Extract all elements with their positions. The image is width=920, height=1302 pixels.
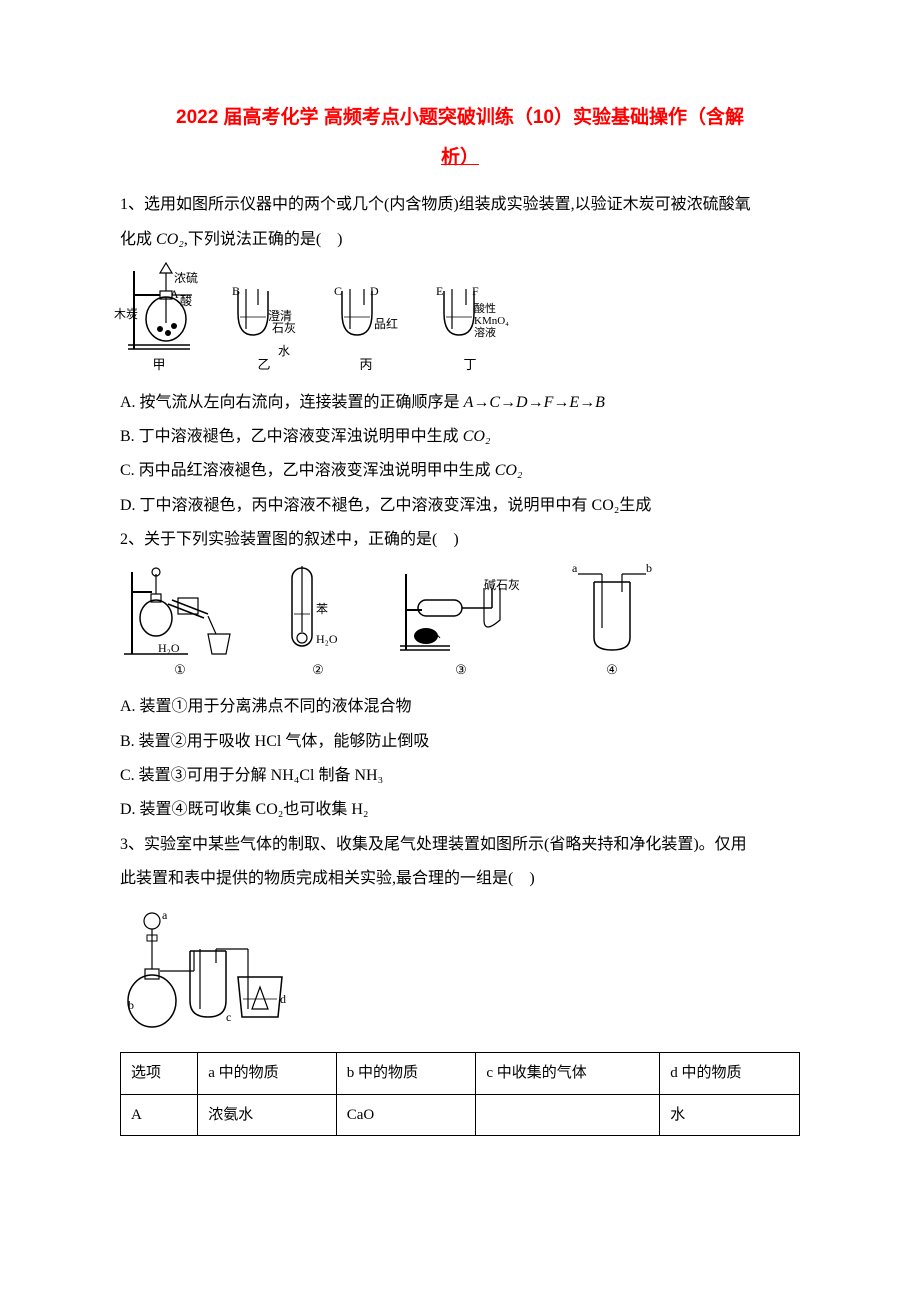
q3-stem-2: 此装置和表中提供的物质完成相关实验,最合理的一组是( ): [120, 864, 800, 894]
th-b: b 中的物质: [336, 1053, 476, 1095]
svg-text:b: b: [646, 562, 652, 575]
svg-text:c: c: [226, 1010, 231, 1024]
q2-label-3: ③: [396, 658, 526, 683]
q1-opt-a: A. 按气流从左向右流向，连接装置的正确顺序是 A→C→D→F→E→B: [120, 388, 800, 418]
td-a: 浓氨水: [198, 1094, 336, 1136]
q2-label-1: ①: [120, 658, 240, 683]
svg-text:B: B: [232, 285, 240, 298]
q2-opt-b: B. 装置②用于吸收 HCl 气体，能够防止倒吸: [120, 727, 800, 757]
q1-diagram-bing: C D 品红 丙: [330, 285, 402, 378]
q1-stem-1: 1、选用如图所示仪器中的两个或几个(内含物质)组装成实验装置,以验证木炭可被浓硫…: [120, 190, 800, 220]
svg-text:d: d: [280, 992, 286, 1006]
q1-stem-2: 化成 CO₂,下列说法正确的是( ): [120, 225, 800, 255]
svg-text:H₂O: H₂O: [158, 641, 180, 655]
q2-label-4: ④: [568, 658, 656, 683]
svg-text:F: F: [472, 285, 479, 298]
th-c: c 中收集的气体: [476, 1053, 660, 1095]
q3-diagram: a b c d: [120, 901, 800, 1042]
q2-diagram-3: 碱石灰 ③: [396, 562, 526, 683]
q2-diagram-2: 苯 H₂O ②: [282, 562, 354, 683]
q2-label-sodalime: 碱石灰: [484, 574, 520, 597]
q2-label-2: ②: [282, 658, 354, 683]
q2-diagram-1: H₂O ①: [120, 562, 240, 683]
q1-label-charcoal: 木炭: [114, 303, 138, 326]
q1-opt-d: D. 丁中溶液褪色，丙中溶液不褪色，乙中溶液变浑浊，说明甲中有 CO₂生成: [120, 491, 800, 521]
table-header-row: 选项 a 中的物质 b 中的物质 c 中收集的气体 d 中的物质: [121, 1053, 800, 1095]
td-opt: A: [121, 1094, 198, 1136]
q1-label-jia: 甲: [120, 353, 198, 378]
th-a: a 中的物质: [198, 1053, 336, 1095]
svg-text:a: a: [162, 908, 168, 922]
svg-text:C: C: [334, 285, 342, 298]
q1-label-ding: 丁: [432, 353, 508, 378]
page-title-line2: 析）: [120, 140, 800, 176]
q1-diagram-yi: B 澄清 石灰水 乙: [228, 285, 300, 378]
q1-diagrams: 浓硫酸 A 木炭 甲 B 澄清 石灰水 乙 C D 品红: [120, 261, 800, 378]
svg-text:b: b: [128, 998, 134, 1012]
q2-diagram-4: a b ④: [568, 562, 656, 683]
q1-label-pinred: 品红: [374, 313, 398, 336]
q3-stem-1: 3、实验室中某些气体的制取、收集及尾气处理装置如图所示(省略夹持和净化装置)。仅…: [120, 830, 800, 860]
q1-label-limewater2: 石灰水: [268, 317, 300, 363]
q1-diagram-jia: 浓硫酸 A 木炭 甲: [120, 261, 198, 378]
th-option: 选项: [121, 1053, 198, 1095]
q1-opt-c: C. 丙中品红溶液褪色，乙中溶液变浑浊说明甲中生成 CO₂: [120, 456, 800, 486]
q1-label-kmno4-3: 溶液: [474, 323, 496, 344]
svg-text:E: E: [436, 285, 443, 298]
td-c: [476, 1094, 660, 1136]
td-d: 水: [660, 1094, 800, 1136]
td-b: CaO: [336, 1094, 476, 1136]
q1-label-a: A: [170, 283, 179, 306]
q3-table: 选项 a 中的物质 b 中的物质 c 中收集的气体 d 中的物质 A 浓氨水 C…: [120, 1052, 800, 1136]
q1-diagram-ding: E F 酸性 KMnO₄ 溶液 丁: [432, 285, 508, 378]
svg-text:D: D: [370, 285, 379, 298]
q2-opt-a: A. 装置①用于分离沸点不同的液体混合物: [120, 692, 800, 722]
table-row: A 浓氨水 CaO 水: [121, 1094, 800, 1136]
q1-label-bing: 丙: [330, 353, 402, 378]
q1-opt-b: B. 丁中溶液褪色，乙中溶液变浑浊说明甲中生成 CO₂: [120, 422, 800, 452]
page-title-line1: 2022 届高考化学 高频考点小题突破训练（10）实验基础操作（含解: [120, 100, 800, 136]
q2-diagrams: H₂O ① 苯 H₂O ② 碱石灰: [120, 562, 800, 683]
q2-label-benzene: 苯: [316, 598, 328, 621]
q2-opt-d: D. 装置④既可收集 CO₂也可收集 H₂: [120, 795, 800, 825]
svg-text:a: a: [572, 562, 578, 575]
q2-stem: 2、关于下列实验装置图的叙述中，正确的是( ): [120, 525, 800, 555]
th-d: d 中的物质: [660, 1053, 800, 1095]
q2-opt-c: C. 装置③可用于分解 NH₄Cl 制备 NH₃: [120, 761, 800, 791]
q2-label-h2o: H₂O: [316, 628, 338, 651]
